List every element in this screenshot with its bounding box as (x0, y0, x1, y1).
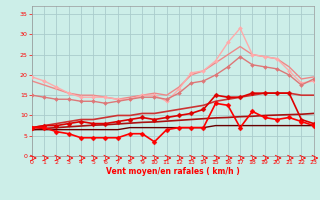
X-axis label: Vent moyen/en rafales ( km/h ): Vent moyen/en rafales ( km/h ) (106, 167, 240, 176)
